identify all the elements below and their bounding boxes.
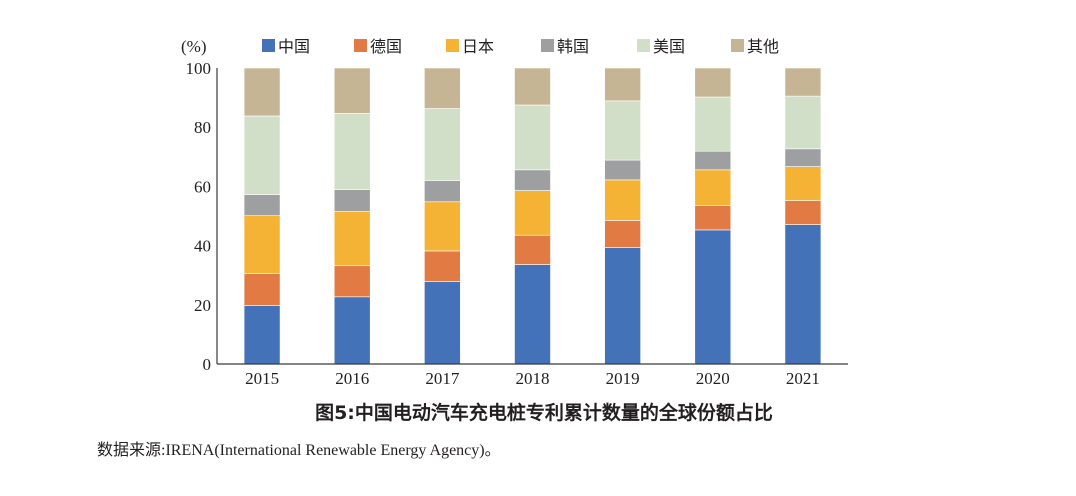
bar-segment-2017-4 <box>424 108 461 181</box>
bar-segment-2015-0 <box>243 305 281 365</box>
x-tick-label: 2017 <box>425 369 460 388</box>
bar-segment-2019-3 <box>604 159 641 181</box>
bar-segment-2018-3 <box>514 169 551 191</box>
bar-segment-2020-4 <box>694 96 732 152</box>
bar-segment-2018-0 <box>514 264 551 365</box>
bar-segment-2015-1 <box>243 273 281 306</box>
legend-label: 韩国 <box>557 37 589 56</box>
bar-segment-2018-5 <box>514 67 551 106</box>
bar-stack-2019 <box>604 67 641 365</box>
bar-segment-2020-0 <box>694 229 732 365</box>
bar-segment-2016-5 <box>333 67 371 114</box>
x-tick-label: 2019 <box>606 369 640 388</box>
bar-segment-2019-0 <box>604 247 641 365</box>
bar-segment-2021-2 <box>784 166 822 201</box>
bar-segment-2017-5 <box>424 67 461 109</box>
legend-label: 中国 <box>278 37 310 56</box>
x-tick-label: 2020 <box>696 369 730 388</box>
legend-swatch <box>731 39 744 52</box>
bar-segment-2020-3 <box>694 150 732 171</box>
x-tick-label: 2018 <box>516 369 550 388</box>
legend-swatch <box>637 39 650 52</box>
legend-item: 其他 <box>731 37 779 56</box>
x-tick-label: 2016 <box>335 369 369 388</box>
bar-segment-2019-1 <box>604 220 641 248</box>
bar-segment-2017-3 <box>424 180 461 203</box>
legend-item: 美国 <box>637 37 685 56</box>
bar-segment-2021-5 <box>784 67 822 97</box>
legend-label: 其他 <box>747 37 779 56</box>
bar-segment-2017-1 <box>424 250 461 282</box>
bar-segment-2016-4 <box>333 112 371 190</box>
data-source-note: 数据来源:IRENA(International Renewable Energ… <box>97 442 501 459</box>
bar-stack-2020 <box>694 67 732 365</box>
bar-stack-2016 <box>333 67 371 365</box>
bar-segment-2017-0 <box>424 281 461 365</box>
y-tick-labels: 0 20 40 60 80 100 <box>186 59 212 374</box>
bar-segment-2020-2 <box>694 169 732 206</box>
x-tick-label: 2021 <box>786 369 820 388</box>
figure-caption-text: 图5:中国电动汽车充电桩专利累计数量的全球份额占比 <box>315 402 773 424</box>
bar-segment-2020-1 <box>694 205 732 231</box>
legend-item: 韩国 <box>541 37 589 56</box>
legend-label: 德国 <box>370 37 402 56</box>
bar-segment-2017-2 <box>424 201 461 252</box>
legend-item: 日本 <box>446 37 494 56</box>
bar-stack-2018 <box>514 67 551 365</box>
axes <box>216 68 848 365</box>
bar-segment-2021-4 <box>784 95 822 150</box>
legend-label: 美国 <box>653 37 685 56</box>
y-tick-label: 0 <box>203 355 212 374</box>
bar-segment-2016-1 <box>333 265 371 298</box>
bar-segment-2016-3 <box>333 189 371 212</box>
bar-segment-2015-3 <box>243 194 281 217</box>
bar-segment-2021-3 <box>784 148 822 167</box>
bar-stack-2015 <box>243 67 281 365</box>
bar-segment-2019-2 <box>604 179 641 221</box>
legend-label: 日本 <box>462 37 494 56</box>
y-axis-unit-label: (%) <box>181 37 206 56</box>
bar-segment-2019-5 <box>604 67 641 102</box>
bar-stack-2017 <box>424 67 461 365</box>
legend-swatch <box>541 39 554 52</box>
bar-segment-2018-4 <box>514 104 551 171</box>
bar-segment-2018-2 <box>514 190 551 236</box>
bar-segment-2021-1 <box>784 200 822 225</box>
y-tick-label: 80 <box>194 118 211 137</box>
bar-segment-2015-4 <box>243 115 281 195</box>
legend-swatch <box>446 39 459 52</box>
bar-segment-2020-5 <box>694 67 732 98</box>
y-tick-label: 60 <box>194 177 211 196</box>
y-tick-label: 40 <box>194 237 211 256</box>
bar-segment-2015-5 <box>243 67 281 117</box>
legend-swatch <box>354 39 367 52</box>
bars <box>243 67 822 365</box>
y-tick-label: 20 <box>194 296 211 315</box>
legend-swatch <box>262 39 275 52</box>
x-tick-labels: 2015 2016 2017 2018 2019 2020 2021 <box>245 369 820 388</box>
legend: 中国 德国 日本 韩国 美国 其他 <box>262 37 779 56</box>
bar-segment-2018-1 <box>514 234 551 265</box>
bar-segment-2021-0 <box>784 224 822 365</box>
y-tick-label: 100 <box>186 59 212 78</box>
legend-item: 中国 <box>262 37 310 56</box>
bar-segment-2016-0 <box>333 296 371 365</box>
figure-caption: 图5:中国电动汽车充电桩专利累计数量的全球份额占比 <box>0 398 1076 425</box>
x-tick-label: 2015 <box>245 369 279 388</box>
bar-segment-2015-2 <box>243 215 281 274</box>
legend-item: 德国 <box>354 37 402 56</box>
bar-segment-2016-2 <box>333 211 371 267</box>
bar-stack-2021 <box>784 67 822 365</box>
bar-segment-2019-4 <box>604 100 641 161</box>
